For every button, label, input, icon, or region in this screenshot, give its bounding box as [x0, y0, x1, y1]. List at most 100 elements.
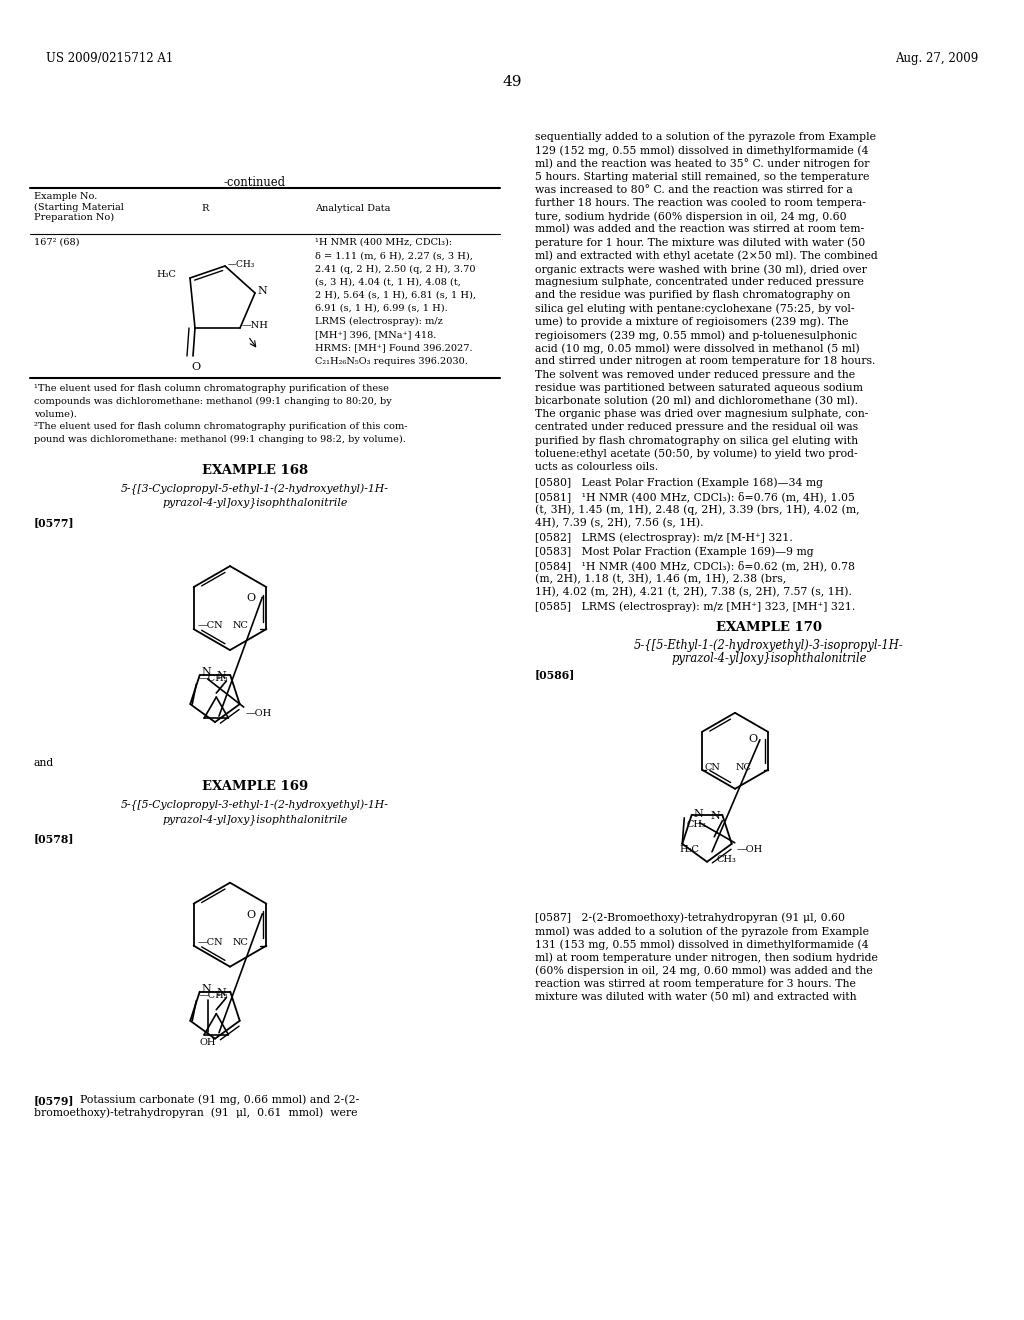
Text: acid (10 mg, 0.05 mmol) were dissolved in methanol (5 ml): acid (10 mg, 0.05 mmol) were dissolved i… [535, 343, 860, 354]
Text: toluene:ethyl acetate (50:50, by volume) to yield two prod-: toluene:ethyl acetate (50:50, by volume)… [535, 449, 858, 459]
Text: N: N [216, 987, 226, 998]
Text: (s, 3 H), 4.04 (t, 1 H), 4.08 (t,: (s, 3 H), 4.04 (t, 1 H), 4.08 (t, [315, 277, 461, 286]
Text: perature for 1 hour. The mixture was diluted with water (50: perature for 1 hour. The mixture was dil… [535, 238, 865, 248]
Text: 2.41 (q, 2 H), 2.50 (q, 2 H), 3.70: 2.41 (q, 2 H), 2.50 (q, 2 H), 3.70 [315, 264, 475, 273]
Text: purified by flash chromatography on silica gel eluting with: purified by flash chromatography on sili… [535, 436, 858, 446]
Text: magnesium sulphate, concentrated under reduced pressure: magnesium sulphate, concentrated under r… [535, 277, 864, 288]
Text: mmol) was added to a solution of the pyrazole from Example: mmol) was added to a solution of the pyr… [535, 927, 869, 937]
Text: N: N [711, 810, 720, 821]
Text: ucts as colourless oils.: ucts as colourless oils. [535, 462, 658, 473]
Text: N: N [257, 286, 266, 296]
Text: [0581]   ¹H NMR (400 MHz, CDCl₃): δ=0.76 (m, 4H), 1.05: [0581] ¹H NMR (400 MHz, CDCl₃): δ=0.76 (… [535, 491, 855, 502]
Text: C₂₁H₂₆N₅O₃ requires 396.2030.: C₂₁H₂₆N₅O₃ requires 396.2030. [315, 356, 468, 366]
Text: H₃C: H₃C [679, 845, 699, 854]
Text: NC: NC [736, 763, 752, 772]
Text: —CN: —CN [198, 622, 223, 630]
Text: N: N [216, 671, 226, 681]
Text: Aug. 27, 2009: Aug. 27, 2009 [895, 51, 978, 65]
Text: reaction was stirred at room temperature for 3 hours. The: reaction was stirred at room temperature… [535, 979, 856, 989]
Text: —CH₃: —CH₃ [199, 991, 228, 999]
Text: pound was dichloromethane: methanol (99:1 changing to 98:2, by volume).: pound was dichloromethane: methanol (99:… [34, 434, 406, 444]
Text: volume).: volume). [34, 409, 77, 418]
Text: further 18 hours. The reaction was cooled to room tempera-: further 18 hours. The reaction was coole… [535, 198, 866, 209]
Text: and stirred under nitrogen at room temperature for 18 hours.: and stirred under nitrogen at room tempe… [535, 356, 876, 367]
Text: mixture was diluted with water (50 ml) and extracted with: mixture was diluted with water (50 ml) a… [535, 993, 857, 1002]
Text: residue was partitioned between saturated aqueous sodium: residue was partitioned between saturate… [535, 383, 863, 393]
Text: -continued: -continued [224, 176, 286, 189]
Text: EXAMPLE 170: EXAMPLE 170 [716, 622, 822, 634]
Text: [0578]: [0578] [34, 833, 75, 845]
Text: 6.91 (s, 1 H), 6.99 (s, 1 H).: 6.91 (s, 1 H), 6.99 (s, 1 H). [315, 304, 447, 313]
Text: N: N [202, 983, 212, 994]
Text: —CH₃: —CH₃ [228, 260, 255, 269]
Text: and: and [34, 758, 54, 768]
Text: 167² (68): 167² (68) [34, 238, 80, 247]
Text: OH: OH [200, 1038, 216, 1047]
Text: US 2009/0215712 A1: US 2009/0215712 A1 [46, 51, 173, 65]
Text: —CN: —CN [198, 937, 223, 946]
Text: ml) and the reaction was heated to 35° C. under nitrogen for: ml) and the reaction was heated to 35° C… [535, 158, 869, 169]
Text: [0585]   LRMS (electrospray): m/z [MH⁺] 323, [MH⁺] 321.: [0585] LRMS (electrospray): m/z [MH⁺] 32… [535, 601, 855, 611]
Text: 5-{[5-Cyclopropyl-3-ethyl-1-(2-hydroxyethyl)-1H-: 5-{[5-Cyclopropyl-3-ethyl-1-(2-hydroxyet… [121, 800, 389, 812]
Text: [0586]: [0586] [535, 669, 575, 681]
Text: compounds was dichloromethane: methanol (99:1 changing to 80:20, by: compounds was dichloromethane: methanol … [34, 397, 392, 405]
Text: 4H), 7.39 (s, 2H), 7.56 (s, 1H).: 4H), 7.39 (s, 2H), 7.56 (s, 1H). [535, 517, 703, 528]
Text: Example No.
(Starting Material
Preparation No): Example No. (Starting Material Preparati… [34, 191, 124, 222]
Text: ture, sodium hydride (60% dispersion in oil, 24 mg, 0.60: ture, sodium hydride (60% dispersion in … [535, 211, 847, 222]
Text: O: O [247, 909, 256, 920]
Text: [0577]: [0577] [34, 517, 75, 528]
Text: δ = 1.11 (m, 6 H), 2.27 (s, 3 H),: δ = 1.11 (m, 6 H), 2.27 (s, 3 H), [315, 251, 473, 260]
Text: O: O [748, 734, 757, 743]
Text: EXAMPLE 168: EXAMPLE 168 [202, 463, 308, 477]
Text: The organic phase was dried over magnesium sulphate, con-: The organic phase was dried over magnesi… [535, 409, 868, 420]
Text: 5-{[5-Ethyl-1-(2-hydroxyethyl)-3-isopropyl-1H-: 5-{[5-Ethyl-1-(2-hydroxyethyl)-3-isoprop… [634, 639, 904, 652]
Text: ml) and extracted with ethyl acetate (2×50 ml). The combined: ml) and extracted with ethyl acetate (2×… [535, 251, 878, 261]
Text: 5 hours. Starting material still remained, so the temperature: 5 hours. Starting material still remaine… [535, 172, 869, 182]
Text: —CH₃: —CH₃ [199, 675, 228, 684]
Text: mmol) was added and the reaction was stirred at room tem-: mmol) was added and the reaction was sti… [535, 224, 864, 235]
Text: (m, 2H), 1.18 (t, 3H), 1.46 (m, 1H), 2.38 (brs,: (m, 2H), 1.18 (t, 3H), 1.46 (m, 1H), 2.3… [535, 574, 786, 583]
Text: ¹H NMR (400 MHz, CDCl₃):: ¹H NMR (400 MHz, CDCl₃): [315, 238, 453, 247]
Text: —OH: —OH [246, 709, 272, 718]
Text: [0580]   Least Polar Fraction (Example 168)—34 mg: [0580] Least Polar Fraction (Example 168… [535, 478, 823, 488]
Text: 2 H), 5.64 (s, 1 H), 6.81 (s, 1 H),: 2 H), 5.64 (s, 1 H), 6.81 (s, 1 H), [315, 290, 476, 300]
Text: NC: NC [232, 622, 248, 630]
Text: [0583]   Most Polar Fraction (Example 169)—9 mg: [0583] Most Polar Fraction (Example 169)… [535, 546, 814, 557]
Text: The solvent was removed under reduced pressure and the: The solvent was removed under reduced pr… [535, 370, 855, 380]
Text: centrated under reduced pressure and the residual oil was: centrated under reduced pressure and the… [535, 422, 858, 433]
Text: sequentially added to a solution of the pyrazole from Example: sequentially added to a solution of the … [535, 132, 876, 143]
Text: ¹The eluent used for flash column chromatography purification of these: ¹The eluent used for flash column chroma… [34, 384, 389, 393]
Text: 49: 49 [502, 75, 522, 88]
Text: 131 (153 mg, 0.55 mmol) dissolved in dimethylformamide (4: 131 (153 mg, 0.55 mmol) dissolved in dim… [535, 940, 868, 950]
Text: —NH: —NH [242, 321, 269, 330]
Text: bicarbonate solution (20 ml) and dichloromethane (30 ml).: bicarbonate solution (20 ml) and dichlor… [535, 396, 858, 407]
Text: Potassium carbonate (91 mg, 0.66 mmol) and 2-(2-: Potassium carbonate (91 mg, 0.66 mmol) a… [80, 1094, 359, 1105]
Text: regioisomers (239 mg, 0.55 mmol) and p-toluenesulphonic: regioisomers (239 mg, 0.55 mmol) and p-t… [535, 330, 857, 341]
Text: Analytical Data: Analytical Data [315, 205, 390, 213]
Text: O: O [191, 362, 200, 372]
Text: CH₃: CH₃ [686, 820, 707, 829]
Text: pyrazol-4-yl]oxy}isophthalonitrile: pyrazol-4-yl]oxy}isophthalonitrile [163, 498, 347, 508]
Text: pyrazol-4-yl]oxy}isophthalonitrile: pyrazol-4-yl]oxy}isophthalonitrile [163, 814, 347, 825]
Text: HRMS: [MH⁺] Found 396.2027.: HRMS: [MH⁺] Found 396.2027. [315, 343, 473, 352]
Text: organic extracts were washed with brine (30 ml), dried over: organic extracts were washed with brine … [535, 264, 867, 275]
Text: was increased to 80° C. and the reaction was stirred for a: was increased to 80° C. and the reaction… [535, 185, 853, 195]
Text: [0584]   ¹H NMR (400 MHz, CDCl₃): δ=0.62 (m, 2H), 0.78: [0584] ¹H NMR (400 MHz, CDCl₃): δ=0.62 (… [535, 561, 855, 572]
Text: N: N [693, 809, 703, 818]
Text: —OH: —OH [736, 845, 763, 854]
Text: 129 (152 mg, 0.55 mmol) dissolved in dimethylformamide (4: 129 (152 mg, 0.55 mmol) dissolved in dim… [535, 145, 868, 156]
Text: (t, 3H), 1.45 (m, 1H), 2.48 (q, 2H), 3.39 (brs, 1H), 4.02 (m,: (t, 3H), 1.45 (m, 1H), 2.48 (q, 2H), 3.3… [535, 504, 859, 515]
Text: ²The eluent used for flash column chromatography purification of this com-: ²The eluent used for flash column chroma… [34, 422, 408, 432]
Text: 5-{[3-Cyclopropyl-5-ethyl-1-(2-hydroxyethyl)-1H-: 5-{[3-Cyclopropyl-5-ethyl-1-(2-hydroxyet… [121, 483, 389, 495]
Text: LRMS (electrospray): m/z: LRMS (electrospray): m/z [315, 317, 442, 326]
Text: ume) to provide a mixture of regioisomers (239 mg). The: ume) to provide a mixture of regioisomer… [535, 317, 849, 327]
Text: O: O [247, 593, 256, 603]
Text: bromoethoxy)-tetrahydropyran  (91  μl,  0.61  mmol)  were: bromoethoxy)-tetrahydropyran (91 μl, 0.6… [34, 1107, 357, 1118]
Text: CN: CN [705, 763, 720, 772]
Text: CH₃: CH₃ [716, 855, 736, 863]
Text: [MH⁺] 396, [MNa⁺] 418.: [MH⁺] 396, [MNa⁺] 418. [315, 330, 436, 339]
Text: pyrazol-4-yl]oxy}isophthalonitrile: pyrazol-4-yl]oxy}isophthalonitrile [672, 652, 866, 665]
Text: silica gel eluting with pentane:cyclohexane (75:25, by vol-: silica gel eluting with pentane:cyclohex… [535, 304, 854, 314]
Text: R: R [202, 205, 209, 213]
Text: ml) at room temperature under nitrogen, then sodium hydride: ml) at room temperature under nitrogen, … [535, 953, 878, 964]
